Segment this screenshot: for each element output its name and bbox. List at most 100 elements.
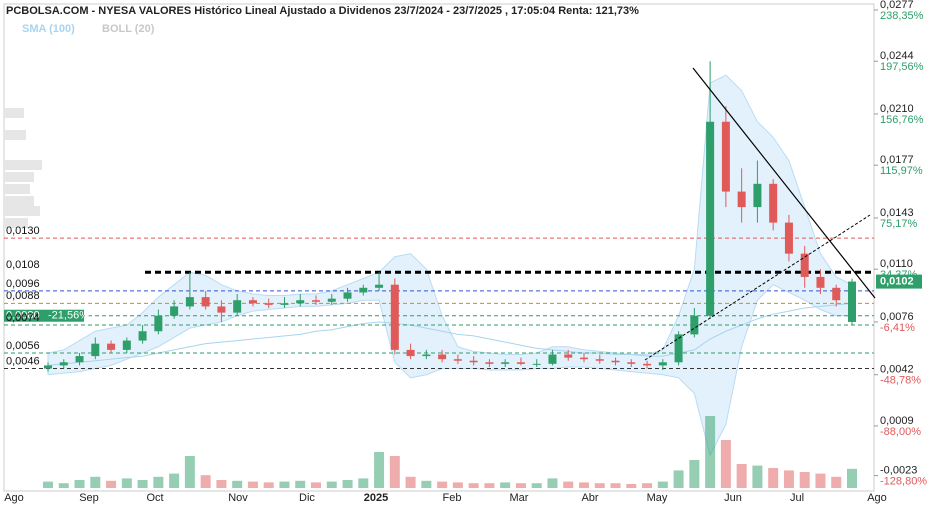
- volume-profile: [4, 108, 42, 228]
- x-tick-label: Sep: [79, 492, 99, 504]
- volume-bar: [579, 482, 589, 488]
- x-tick-label: Feb: [443, 492, 462, 504]
- volume-bar: [594, 483, 605, 488]
- x-tick-label: 2025: [364, 492, 388, 504]
- level-label-box: [4, 309, 84, 322]
- volume-bar: [169, 473, 180, 488]
- level-label: 0,0108: [6, 259, 40, 271]
- candle-body: [595, 359, 604, 361]
- volume-bar: [563, 481, 574, 488]
- candle-body: [248, 300, 257, 304]
- volume-bar: [437, 481, 448, 488]
- candle-body: [217, 306, 226, 313]
- volume-bar: [500, 482, 511, 488]
- trend-line: [692, 67, 876, 299]
- volume-bar: [263, 482, 274, 488]
- candle-body: [406, 349, 415, 357]
- candle-body: [296, 300, 305, 304]
- level-label: 0,0096: [6, 278, 40, 290]
- legend-entry: BOLL (20): [102, 23, 155, 35]
- volume-bar: [421, 480, 432, 488]
- candle-body: [264, 303, 273, 305]
- candle-body: [91, 343, 100, 357]
- y-tick-label: -0,0023: [880, 464, 917, 476]
- x-tick-label: Mar: [510, 492, 529, 504]
- y-tick-pct: -6,41%: [880, 322, 915, 334]
- volume-bar: [515, 483, 526, 488]
- level-label: 0,0080: [6, 310, 40, 322]
- candle-body: [816, 276, 825, 288]
- volume-bar: [58, 483, 69, 488]
- chart-title: PCBOLSA.COM - NYESA VALORES Histórico Li…: [6, 5, 639, 17]
- candle-body: [312, 300, 320, 302]
- volume-bar: [216, 480, 227, 488]
- candle-body: [737, 191, 746, 208]
- candle-body: [674, 334, 683, 363]
- volume-bar: [326, 481, 337, 488]
- volume-bar: [815, 473, 826, 488]
- candle-body: [185, 297, 194, 307]
- volume-bar: [484, 483, 495, 488]
- y-tick-label: 0,0143: [880, 207, 914, 219]
- candle-body: [690, 315, 699, 335]
- candle-body: [280, 303, 289, 305]
- x-tick-label: Dic: [299, 492, 315, 504]
- volume-bar: [673, 470, 684, 488]
- sma-line: [47, 302, 853, 366]
- volume-bar: [531, 483, 542, 488]
- candle-body: [501, 362, 510, 364]
- candle-body: [800, 253, 809, 277]
- candle-body: [438, 354, 447, 360]
- candle-body: [769, 183, 778, 223]
- volume-bar: [452, 482, 463, 488]
- y-tick-label: 0,0009: [880, 415, 914, 427]
- volume-bar: [200, 475, 211, 488]
- candle-body: [848, 281, 856, 322]
- candle-body: [784, 222, 793, 254]
- candle-body: [233, 300, 242, 313]
- x-tick-label: May: [647, 492, 668, 504]
- y-tick-label: 0,0076: [880, 311, 914, 323]
- level-label: 0,0056: [6, 340, 40, 352]
- y-tick-label: 0,0177: [880, 154, 914, 166]
- volume-bar: [389, 456, 400, 488]
- volume-bar: [311, 482, 321, 488]
- volume-bar: [705, 416, 716, 488]
- volume-bar: [232, 480, 243, 488]
- candle-body: [375, 284, 384, 288]
- x-tick-label: Ago: [867, 492, 887, 504]
- volume-bar: [358, 478, 369, 488]
- candle-body: [44, 365, 52, 369]
- volume-bar: [626, 484, 637, 488]
- y-tick-pct: -128,80%: [880, 475, 927, 487]
- volume-bar: [247, 481, 258, 488]
- candle-body: [516, 362, 525, 364]
- y-tick-pct: 75,17%: [880, 218, 918, 230]
- candle-body: [721, 121, 730, 192]
- y-tick-pct: -48,78%: [880, 375, 921, 387]
- x-tick-label: Jun: [724, 492, 742, 504]
- candle-body: [75, 356, 84, 363]
- y-tick-label: 0,0210: [880, 103, 914, 115]
- volume-bar: [295, 480, 306, 488]
- level-note: -21,56%: [48, 310, 89, 322]
- candle-body: [469, 360, 478, 363]
- volume-bar: [153, 476, 164, 488]
- candle-body: [627, 362, 636, 364]
- volume-bar: [847, 468, 857, 488]
- volume-bar: [121, 478, 132, 488]
- y-tick-label: 0,0244: [880, 50, 914, 62]
- volume-bar: [642, 483, 653, 488]
- volume-bar: [831, 476, 842, 488]
- volume-bar: [374, 452, 385, 488]
- y-tick-pct: -88,00%: [880, 426, 921, 438]
- candle-body: [138, 331, 147, 341]
- volume-bar: [720, 440, 731, 488]
- y-tick-pct: 197,56%: [880, 61, 924, 73]
- y-tick-pct: 115,97%: [880, 165, 923, 177]
- candle-body: [753, 183, 762, 208]
- candle-body: [122, 340, 131, 350]
- candle-body: [532, 363, 541, 365]
- volume-bar: [342, 480, 353, 488]
